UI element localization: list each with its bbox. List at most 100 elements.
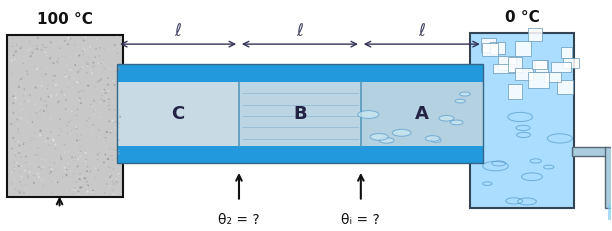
- Point: [62, 124, 72, 127]
- Text: 100 °C: 100 °C: [37, 12, 93, 27]
- Point: [81, 160, 91, 164]
- Point: [83, 165, 92, 169]
- Point: [76, 67, 86, 70]
- Point: [63, 150, 73, 154]
- Point: [38, 165, 48, 169]
- Point: [73, 64, 83, 67]
- Point: [42, 167, 51, 170]
- Point: [94, 54, 104, 58]
- Point: [109, 100, 119, 104]
- Point: [69, 172, 79, 175]
- Point: [99, 161, 109, 164]
- Point: [16, 77, 26, 81]
- Circle shape: [450, 120, 463, 125]
- Point: [31, 86, 40, 89]
- Text: θ₂ = ?: θ₂ = ?: [218, 213, 260, 227]
- Point: [24, 51, 34, 55]
- Point: [89, 55, 99, 59]
- Point: [89, 65, 99, 68]
- Point: [45, 54, 54, 58]
- Point: [80, 176, 90, 180]
- Bar: [572, 147, 606, 156]
- Point: [51, 93, 61, 97]
- Point: [10, 58, 20, 61]
- Point: [107, 154, 117, 158]
- Point: [10, 151, 20, 154]
- Point: [47, 55, 57, 59]
- Point: [110, 36, 119, 40]
- Point: [21, 188, 31, 192]
- Point: [9, 111, 18, 115]
- Point: [43, 137, 53, 140]
- Point: [21, 92, 31, 95]
- Point: [64, 39, 74, 43]
- Point: [43, 95, 53, 99]
- Point: [12, 117, 21, 121]
- Point: [50, 74, 59, 78]
- Point: [26, 40, 36, 44]
- Point: [32, 44, 42, 48]
- Point: [102, 130, 111, 134]
- Point: [14, 84, 24, 88]
- Point: [13, 112, 23, 116]
- Point: [35, 129, 45, 133]
- Text: ℓ: ℓ: [419, 22, 425, 40]
- Point: [82, 125, 92, 128]
- Point: [34, 108, 43, 111]
- Point: [40, 46, 50, 49]
- Bar: [515, 68, 532, 80]
- Point: [46, 117, 56, 120]
- Point: [76, 101, 86, 105]
- Point: [112, 180, 122, 184]
- Point: [23, 48, 33, 52]
- Point: [37, 73, 47, 76]
- Circle shape: [439, 116, 454, 121]
- Point: [70, 159, 80, 163]
- Point: [16, 46, 26, 50]
- Point: [45, 172, 54, 176]
- Point: [13, 140, 23, 143]
- Point: [100, 48, 110, 51]
- Point: [16, 177, 26, 181]
- Point: [18, 56, 28, 60]
- Point: [20, 87, 29, 91]
- Point: [27, 115, 37, 118]
- Point: [66, 55, 76, 59]
- Point: [47, 143, 56, 147]
- Point: [80, 89, 89, 93]
- Point: [100, 93, 110, 97]
- Point: [102, 139, 111, 143]
- Point: [83, 84, 93, 88]
- Point: [43, 191, 53, 195]
- Point: [23, 99, 33, 103]
- Circle shape: [460, 92, 470, 96]
- Point: [110, 83, 119, 87]
- Point: [76, 98, 86, 101]
- Point: [70, 155, 80, 159]
- Point: [109, 192, 119, 196]
- Point: [67, 110, 76, 113]
- Point: [54, 100, 64, 103]
- Point: [25, 93, 35, 97]
- Point: [14, 164, 24, 168]
- Point: [112, 159, 122, 163]
- Point: [56, 157, 66, 161]
- Point: [67, 85, 77, 89]
- Point: [95, 115, 105, 119]
- Bar: [561, 47, 572, 58]
- Point: [7, 58, 17, 62]
- Point: [61, 122, 70, 125]
- Point: [59, 73, 69, 76]
- Point: [88, 190, 98, 194]
- Point: [42, 100, 51, 103]
- Point: [61, 169, 70, 173]
- Point: [91, 56, 100, 59]
- Point: [10, 50, 20, 54]
- Point: [65, 77, 75, 81]
- Point: [113, 52, 122, 55]
- Point: [32, 44, 42, 48]
- Point: [77, 89, 87, 93]
- Point: [104, 75, 114, 79]
- Point: [95, 172, 105, 176]
- Point: [105, 108, 114, 111]
